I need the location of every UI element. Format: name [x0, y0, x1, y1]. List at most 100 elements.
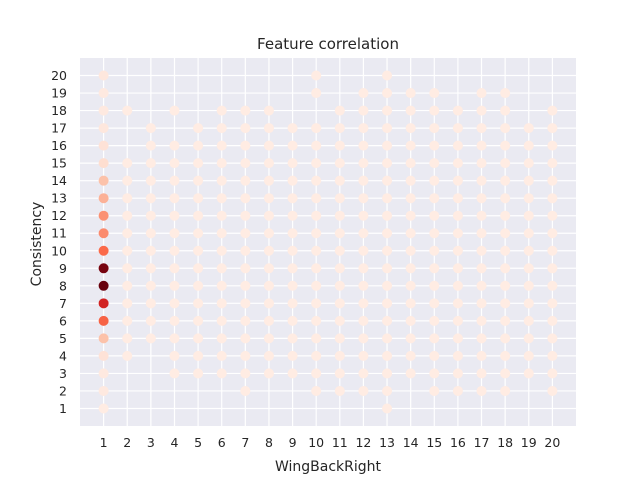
data-point	[358, 140, 369, 151]
x-tick-label: 17	[474, 435, 490, 450]
data-point	[287, 350, 298, 361]
data-point	[382, 88, 393, 99]
data-point	[193, 245, 204, 256]
data-point	[500, 368, 511, 379]
y-tick-label: 16	[51, 138, 67, 153]
data-point	[405, 228, 416, 239]
data-point	[476, 263, 487, 274]
data-point	[98, 403, 109, 414]
data-point	[547, 298, 558, 309]
data-point	[500, 175, 511, 186]
data-point	[523, 298, 534, 309]
data-point	[263, 333, 274, 344]
data-point	[311, 88, 322, 99]
data-point	[547, 228, 558, 239]
data-point	[98, 263, 109, 274]
data-point	[122, 175, 133, 186]
x-tick-label: 19	[521, 435, 537, 450]
data-point	[98, 245, 109, 256]
data-point	[287, 140, 298, 151]
data-point	[476, 280, 487, 291]
x-tick-label: 11	[332, 435, 348, 450]
data-point	[311, 175, 322, 186]
data-point	[382, 403, 393, 414]
data-point	[382, 280, 393, 291]
data-point	[500, 228, 511, 239]
data-point	[358, 245, 369, 256]
data-point	[476, 350, 487, 361]
data-point	[429, 280, 440, 291]
data-point	[523, 175, 534, 186]
y-tick-label: 8	[59, 278, 67, 293]
data-point	[476, 368, 487, 379]
data-point	[429, 123, 440, 134]
data-point	[98, 193, 109, 204]
data-point	[382, 263, 393, 274]
chart-title: Feature correlation	[257, 35, 399, 53]
data-point	[193, 158, 204, 169]
data-point	[500, 158, 511, 169]
data-point	[193, 280, 204, 291]
data-point	[122, 298, 133, 309]
data-point	[452, 315, 463, 326]
x-tick-label: 16	[450, 435, 466, 450]
data-point	[169, 333, 180, 344]
data-point	[145, 315, 156, 326]
y-tick-label: 14	[51, 173, 67, 188]
data-point	[429, 350, 440, 361]
data-point	[523, 368, 534, 379]
data-point	[287, 210, 298, 221]
x-tick-label: 1	[100, 435, 108, 450]
data-point	[382, 298, 393, 309]
data-point	[311, 228, 322, 239]
data-point	[405, 263, 416, 274]
data-point	[452, 333, 463, 344]
y-tick-label: 2	[59, 383, 67, 398]
y-tick-label: 10	[51, 243, 67, 258]
data-point	[311, 210, 322, 221]
data-point	[216, 280, 227, 291]
data-point	[216, 158, 227, 169]
data-point	[452, 368, 463, 379]
data-point	[500, 280, 511, 291]
data-point	[145, 298, 156, 309]
data-point	[263, 105, 274, 116]
data-point	[193, 298, 204, 309]
data-point	[523, 210, 534, 221]
data-point	[523, 140, 534, 151]
data-point	[476, 315, 487, 326]
data-point	[98, 333, 109, 344]
data-point	[193, 140, 204, 151]
data-point	[311, 333, 322, 344]
data-point	[240, 105, 251, 116]
data-point	[193, 175, 204, 186]
data-point	[523, 245, 534, 256]
data-point	[216, 123, 227, 134]
data-point	[287, 298, 298, 309]
data-point	[311, 70, 322, 81]
data-point	[405, 368, 416, 379]
data-point	[193, 315, 204, 326]
data-point	[240, 385, 251, 396]
x-tick-label: 14	[403, 435, 419, 450]
data-point	[358, 228, 369, 239]
data-point	[287, 263, 298, 274]
data-point	[311, 193, 322, 204]
data-point	[98, 123, 109, 134]
data-point	[263, 280, 274, 291]
data-point	[311, 263, 322, 274]
data-point	[405, 315, 416, 326]
data-point	[523, 350, 534, 361]
data-point	[169, 140, 180, 151]
data-point	[500, 298, 511, 309]
data-point	[429, 333, 440, 344]
data-point	[98, 105, 109, 116]
data-point	[405, 123, 416, 134]
data-point	[193, 193, 204, 204]
data-point	[169, 298, 180, 309]
data-point	[547, 123, 558, 134]
data-point	[263, 228, 274, 239]
data-point	[500, 105, 511, 116]
data-point	[452, 385, 463, 396]
data-point	[476, 210, 487, 221]
